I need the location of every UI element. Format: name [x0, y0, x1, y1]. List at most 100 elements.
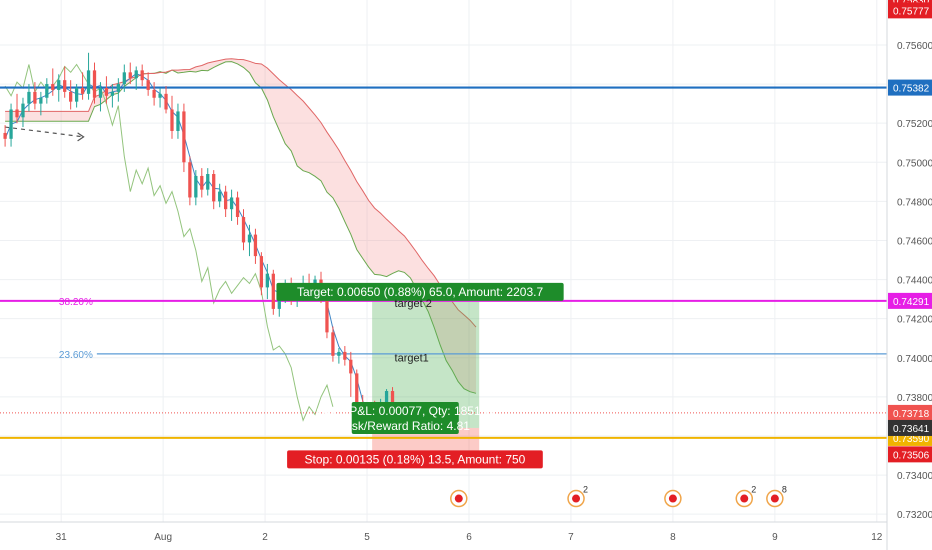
- candle-body: [140, 70, 144, 81]
- candle-body: [325, 297, 329, 333]
- candle-body: [116, 84, 120, 92]
- event-badge: 2: [751, 485, 756, 495]
- price-label-box: [888, 419, 932, 436]
- candle-body: [253, 234, 258, 257]
- x-tick-label: 31: [56, 532, 68, 543]
- pnl-label: Open P&L: 0.00077, Qty: 185185: [317, 404, 495, 418]
- candle-body: [27, 91, 31, 104]
- candle-body: [241, 217, 246, 243]
- candle-body: [218, 191, 222, 202]
- target-label: Target: 0.00650 (0.88%) 65.0, Amount: 22…: [297, 285, 543, 299]
- y-tick-label: 0.74600: [897, 236, 932, 247]
- x-tick-label: 5: [364, 532, 370, 543]
- x-tick-label: Aug: [154, 532, 172, 543]
- y-tick-label: 0.73800: [897, 393, 932, 404]
- candle-body: [104, 87, 109, 96]
- candle-body: [182, 111, 186, 163]
- candle-body: [331, 332, 335, 356]
- candle-body: [247, 234, 252, 243]
- candle-body: [158, 93, 162, 98]
- price-label: 0.75382: [893, 84, 930, 95]
- annotation-target2: target 2: [395, 298, 432, 310]
- candle-body: [69, 91, 73, 102]
- candle-body: [229, 197, 234, 210]
- x-tick-label: 8: [670, 532, 676, 543]
- candle-body: [212, 174, 216, 202]
- pnl-box: [351, 401, 459, 434]
- stop-label-box: [287, 450, 543, 469]
- candle-body: [134, 70, 138, 79]
- candle-body: [39, 97, 43, 104]
- y-tick-label: 0.75200: [897, 119, 932, 130]
- event-badge: 2: [583, 485, 588, 495]
- overlay-layer: Target: 0.00650 (0.88%) 65.0, Amount: 22…: [276, 282, 787, 508]
- event-marker-dot: [572, 494, 581, 503]
- price-label-box: [888, 404, 932, 421]
- x-tick-label: 6: [466, 532, 472, 543]
- y-tick-label: 0.74800: [897, 197, 932, 208]
- candles-layer: [3, 52, 395, 435]
- price-label-box: [888, 79, 932, 96]
- fib-label: 23.60%: [59, 350, 93, 361]
- x-tick-label: 2: [262, 532, 268, 543]
- candle-body: [57, 80, 61, 90]
- candle-body: [74, 87, 79, 102]
- y-tick-label: 0.73400: [897, 471, 932, 482]
- y-tick-label: 0.74000: [897, 354, 932, 365]
- candle-body: [164, 93, 168, 110]
- candle-body: [349, 359, 353, 374]
- candle-body: [63, 80, 67, 92]
- grid-layer: [0, 0, 887, 522]
- x-tick-label: 7: [568, 532, 574, 543]
- y-tick-label: 0.74400: [897, 276, 932, 287]
- candle-body: [9, 109, 13, 139]
- dashed-arrow: [5, 126, 84, 138]
- y-tick-label: 0.73200: [897, 510, 932, 521]
- event-badge: 8: [782, 485, 787, 495]
- price-label: 0.73506: [893, 450, 930, 461]
- y-tick-label: 0.74200: [897, 315, 932, 326]
- cloud-area: [5, 58, 476, 394]
- candle-body: [21, 103, 25, 118]
- candle-body: [15, 109, 19, 118]
- candle-body: [265, 273, 269, 288]
- annotation-target1: target1: [395, 353, 429, 365]
- price-label-box: [888, 446, 932, 463]
- candle-body: [343, 351, 347, 360]
- candle-body: [390, 391, 395, 413]
- candle-body: [337, 351, 341, 356]
- price-label: 0.74291: [893, 297, 930, 308]
- candle-body: [80, 87, 85, 94]
- candle-body: [271, 273, 275, 309]
- cloud-span-b: [5, 58, 477, 328]
- price-label: 0.73641: [893, 424, 930, 435]
- event-marker-dot: [454, 494, 463, 503]
- candle-body: [110, 91, 115, 96]
- candle-body: [45, 84, 49, 98]
- candle-body: [188, 162, 192, 198]
- event-marker-dot: [770, 494, 779, 503]
- x-tick-label: 12: [871, 532, 883, 543]
- candle-body: [235, 197, 240, 218]
- zones-layer: [4, 58, 480, 455]
- y-tick-label: 0.75600: [897, 41, 932, 52]
- candle-body: [122, 72, 126, 85]
- price-label: 0.75777: [893, 6, 930, 17]
- candle-body: [170, 109, 174, 131]
- candle-body: [277, 295, 281, 309]
- candle-body: [33, 91, 37, 104]
- conversion-line: [4, 73, 393, 421]
- target-label-box: [276, 282, 564, 301]
- y-tick-label: 0.75000: [897, 158, 932, 169]
- fib-label: 38.20%: [59, 297, 93, 308]
- candle-body: [51, 84, 55, 90]
- candle-body: [176, 111, 180, 131]
- cloud-span-a: [5, 61, 477, 394]
- candle-body: [128, 72, 132, 79]
- stop-label: Stop: 0.00135 (0.18%) 13.5, Amount: 750: [305, 452, 526, 466]
- candle-body: [152, 89, 156, 98]
- arrow-head: [77, 132, 85, 142]
- lagging-span: [4, 63, 334, 422]
